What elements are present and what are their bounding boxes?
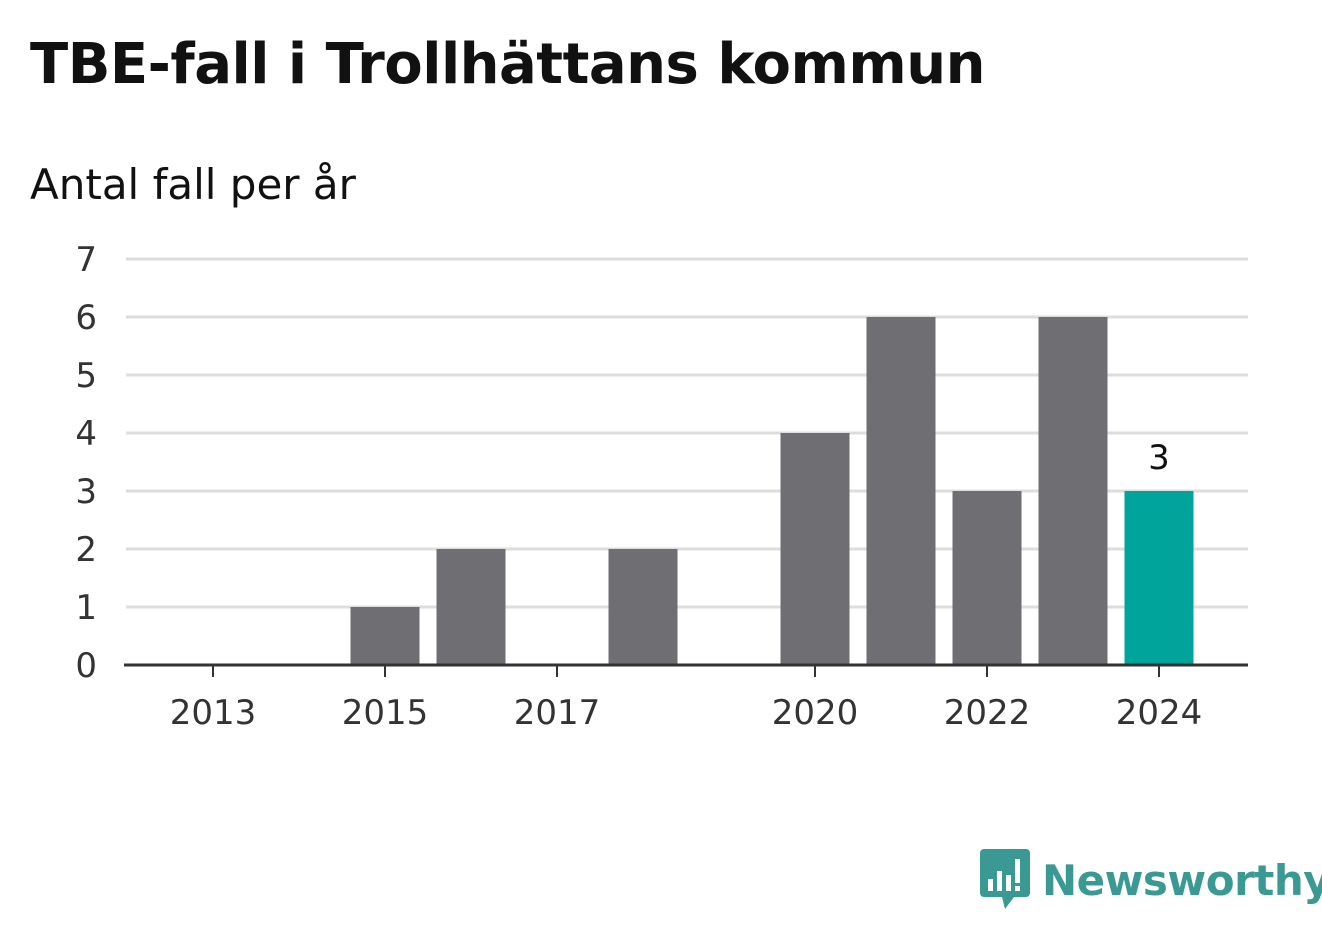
bar — [608, 549, 678, 665]
bar — [1124, 491, 1194, 665]
y-tick-label: 6 — [75, 298, 97, 338]
x-tick-label: 2017 — [514, 693, 601, 733]
chart-subtitle: Antal fall per år — [30, 160, 356, 209]
x-tick-label: 2022 — [944, 693, 1031, 733]
data-label: 3 — [1148, 438, 1170, 478]
x-tick-label: 2024 — [1116, 693, 1203, 733]
y-tick-label: 5 — [75, 356, 97, 396]
x-tick-label: 2015 — [342, 693, 429, 733]
y-tick-label: 1 — [75, 588, 97, 628]
y-tick-label: 2 — [75, 530, 97, 570]
bar — [866, 317, 936, 665]
brand-logo: Newsworthy — [980, 848, 1322, 912]
y-tick-label: 3 — [75, 472, 97, 512]
y-tick-label: 7 — [75, 240, 97, 280]
bar — [350, 607, 420, 665]
bar — [1038, 317, 1108, 665]
bar-chart-speech-bubble-icon — [980, 849, 1030, 909]
bar — [952, 491, 1022, 665]
brand-name: Newsworthy — [1042, 855, 1322, 905]
bar — [780, 433, 850, 665]
x-tick-label: 2020 — [772, 693, 859, 733]
bar — [436, 549, 506, 665]
x-tick-label: 2013 — [170, 693, 257, 733]
chart-title: TBE-fall i Trollhättans kommun — [30, 32, 985, 97]
y-tick-label: 0 — [75, 646, 97, 686]
y-tick-label: 4 — [75, 414, 97, 454]
